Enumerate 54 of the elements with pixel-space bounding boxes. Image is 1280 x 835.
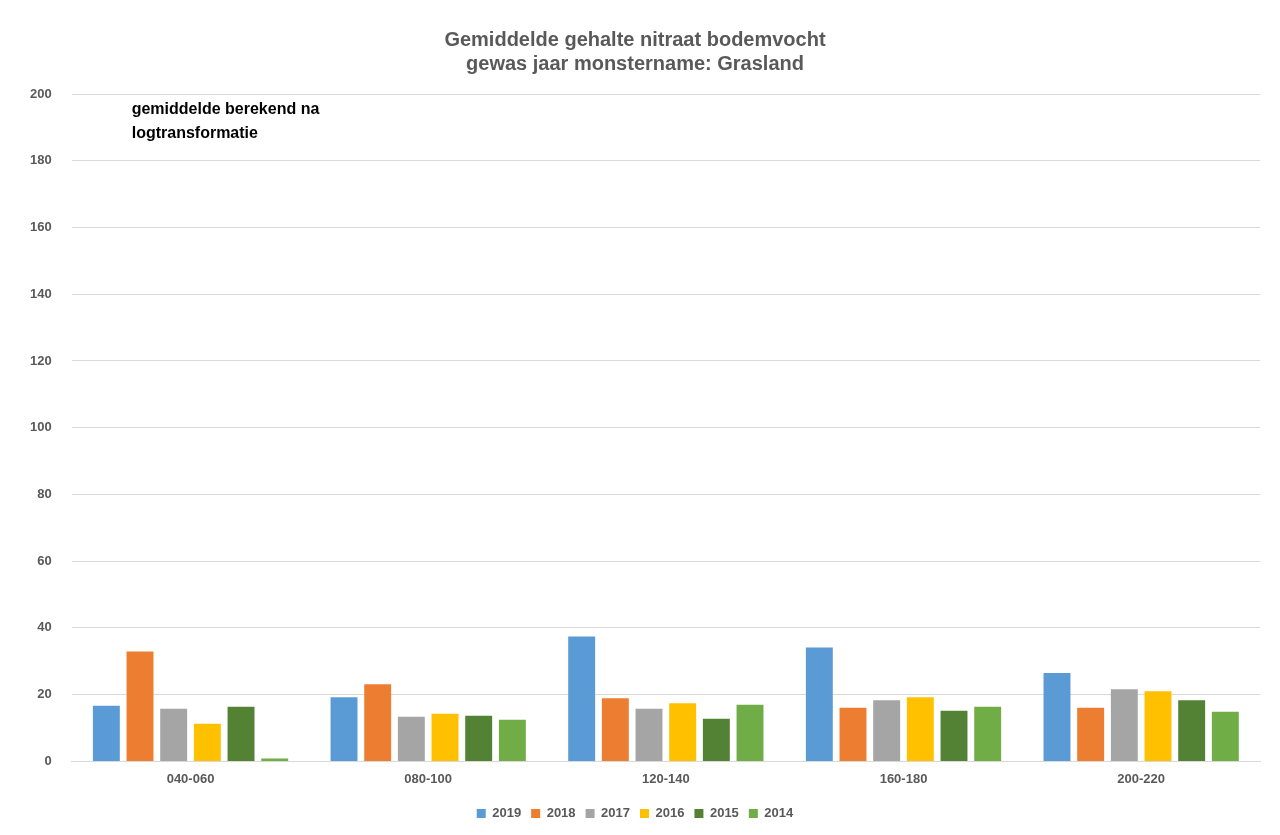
bar xyxy=(669,703,697,761)
bar xyxy=(736,704,764,761)
y-tick-label: 160 xyxy=(29,219,52,235)
bar xyxy=(364,684,392,761)
x-tick-label: 200-220 xyxy=(1117,770,1166,786)
y-tick-label: 20 xyxy=(37,686,52,702)
x-tick-label: 080-100 xyxy=(404,770,453,786)
bar xyxy=(330,697,358,761)
bar xyxy=(92,705,120,761)
bar xyxy=(261,758,289,761)
bar xyxy=(839,707,867,761)
bar xyxy=(397,716,425,761)
x-tick-label: 040-060 xyxy=(166,770,215,786)
bar xyxy=(1110,689,1138,761)
bar xyxy=(227,706,255,761)
bar xyxy=(1144,691,1172,761)
annotation: gemiddelde berekend na logtransformatie xyxy=(131,100,320,142)
y-tick-label: 40 xyxy=(37,619,52,635)
legend-label: 2016 xyxy=(655,805,685,821)
bar xyxy=(465,715,493,761)
bar xyxy=(1077,707,1105,761)
bar xyxy=(974,706,1002,761)
y-tick-label: 120 xyxy=(29,352,52,368)
bar xyxy=(1178,700,1206,761)
y-tick-label: 180 xyxy=(29,152,52,168)
bar xyxy=(601,698,629,761)
x-tick-label: 120-140 xyxy=(641,770,690,786)
bar xyxy=(126,651,154,761)
x-tick-label: 160-180 xyxy=(879,770,928,786)
bar xyxy=(906,697,934,761)
bar xyxy=(568,636,596,761)
y-tick-label: 100 xyxy=(29,419,52,435)
bar xyxy=(193,723,221,761)
legend-label: 2018 xyxy=(546,805,576,821)
legend-label: 2019 xyxy=(492,805,522,821)
bar xyxy=(873,700,901,761)
y-tick-label: 0 xyxy=(44,752,52,768)
y-tick-label: 80 xyxy=(37,486,52,502)
y-tick-label: 200 xyxy=(29,85,52,101)
bar xyxy=(940,710,968,761)
bar xyxy=(702,718,730,761)
bar xyxy=(805,647,833,761)
legend-label: 2017 xyxy=(601,805,630,821)
y-tick-label: 60 xyxy=(37,552,52,568)
bar xyxy=(1211,711,1239,761)
y-tick-label: 140 xyxy=(29,285,52,301)
bar xyxy=(498,719,526,761)
chart-title: Gemiddelde gehalte nitraat bodemvocht gewas jaar monstername: Grasland xyxy=(444,27,826,74)
legend-label: 2014 xyxy=(764,805,795,821)
bar xyxy=(635,708,663,761)
bar xyxy=(1043,672,1071,761)
bar xyxy=(431,713,459,761)
legend-label: 2015 xyxy=(709,805,739,821)
bar xyxy=(160,708,188,761)
